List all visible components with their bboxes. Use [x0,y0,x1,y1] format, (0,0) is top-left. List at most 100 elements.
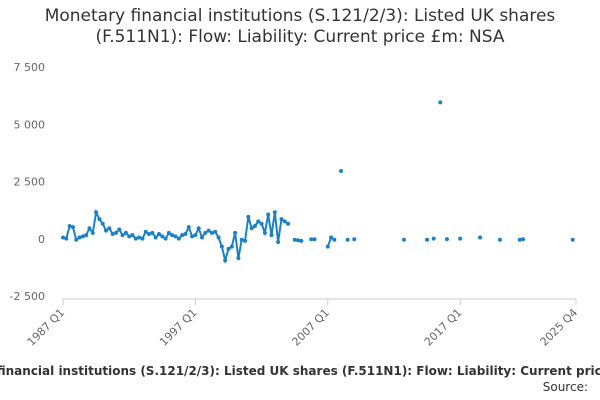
data-point [127,234,132,239]
data-point [497,237,502,242]
data-point [64,236,69,241]
data-point [67,224,72,229]
data-point [77,235,82,240]
data-point [216,235,221,240]
data-point [521,237,526,242]
data-point [282,219,287,224]
data-point [156,232,161,237]
data-point [133,236,138,241]
data-point [209,230,214,235]
data-point [104,228,109,233]
data-point [431,236,436,241]
data-point [180,233,185,238]
data-point [401,237,406,242]
data-point [196,226,201,231]
data-point [100,221,105,226]
data-point [186,225,191,230]
data-point [153,235,158,240]
data-point [74,237,79,242]
data-point [166,230,171,235]
data-point [223,258,228,263]
x-tick-label: 1987 Q1 [25,306,68,349]
data-point [110,232,115,237]
data-point [266,212,271,217]
source: Source: [542,380,588,394]
data-point [203,230,208,235]
y-tick-label: 7 500 [14,61,46,74]
data-point [170,233,175,238]
data-point [200,235,205,240]
data-point [345,237,350,242]
data-point [80,234,85,239]
data-point [137,235,142,240]
data-point [325,244,330,249]
data-point [163,236,168,241]
data-point [458,236,463,241]
data-point [229,244,234,249]
y-tick-label: -2 500 [10,290,45,303]
data-point [147,232,152,237]
data-point [279,217,284,222]
data-point [97,217,102,222]
data-point [286,221,291,226]
data-point [295,238,300,243]
data-point [183,232,188,237]
x-tick-label: 2017 Q1 [422,306,465,349]
data-point [256,219,261,224]
data-point [233,230,238,235]
data-point [239,237,244,242]
data-point [117,227,122,232]
x-tick-label: 1997 Q1 [157,306,200,349]
data-point [517,237,522,242]
data-point [87,226,92,231]
data-point [478,235,483,240]
data-point [329,235,334,240]
data-point [332,237,337,242]
data-point [299,238,304,243]
data-point [120,233,125,238]
data-point [249,226,254,231]
data-point [269,233,274,238]
data-point [173,234,178,239]
data-point [292,237,297,242]
data-point [276,240,281,245]
data-point [206,228,211,233]
data-point [259,221,264,226]
data-point [312,237,317,242]
data-point [113,230,118,235]
data-point [272,210,277,215]
data-point [444,237,449,242]
data-point [246,214,251,219]
chart-title: Monetary financial institutions (S.121/2… [44,6,556,47]
data-point [193,233,198,238]
data-point [425,237,430,242]
data-point [150,230,155,235]
y-tick-label: 5 000 [14,118,46,131]
data-point [143,229,148,234]
data-point [61,235,65,240]
data-point [252,224,257,229]
data-point [84,233,89,238]
data-point [94,210,99,215]
data-point [243,238,248,243]
data-point [130,233,135,238]
data-point [219,244,224,249]
data-point [107,226,112,231]
plot: -2 500 0 2 500 5 000 7 500 1987 Q1 1997 Q1 2007… [10,61,581,349]
data-point [213,229,218,234]
x-tick-label: 2025 Q4 [538,306,581,349]
data-point [570,237,575,242]
y-tick-label: 0 [38,233,45,246]
data-point [176,236,181,241]
data-point [226,246,231,251]
data-point [236,256,241,261]
data-point [309,237,314,242]
data-point [339,169,344,174]
data-point [90,230,95,235]
data-point [352,237,357,242]
data-point [262,230,267,235]
data-point [438,100,443,105]
data-point [190,234,195,239]
data-point [70,225,75,230]
